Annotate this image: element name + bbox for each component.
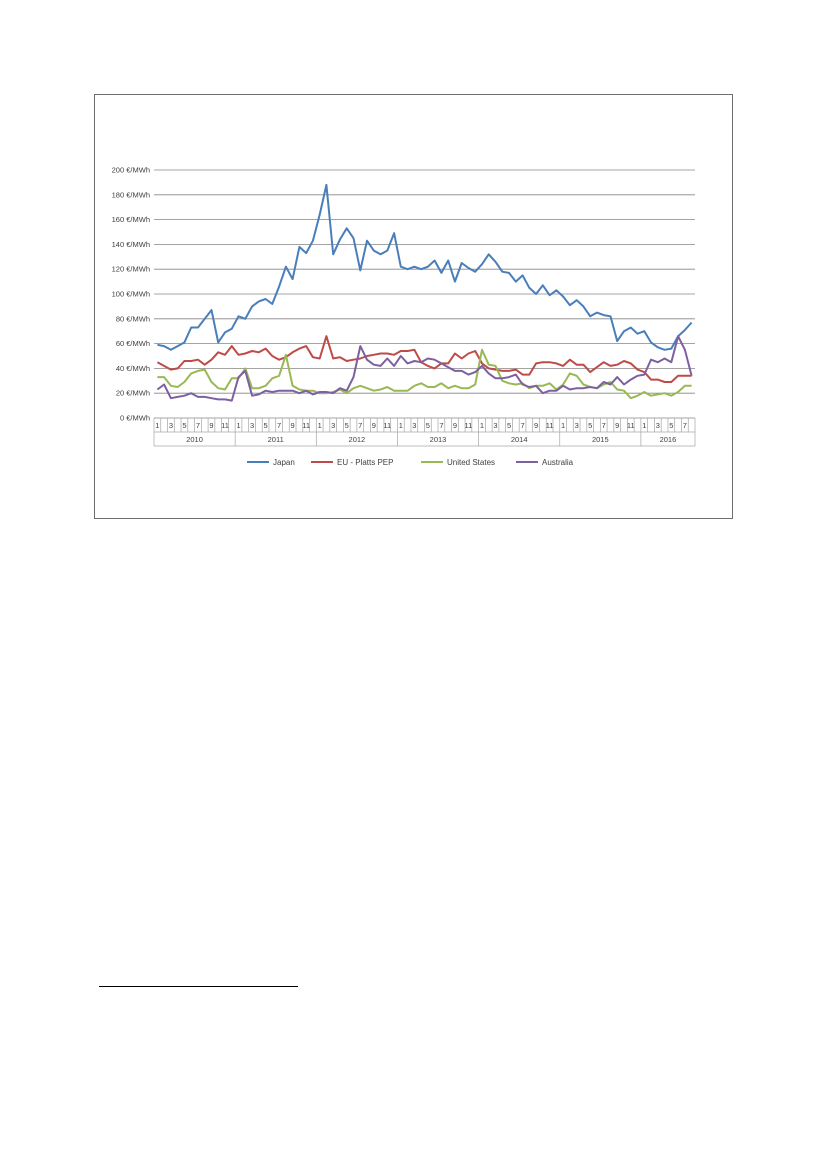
month-tick-label: 1	[399, 421, 403, 430]
y-tick-label: 140 €/MWh	[112, 240, 150, 249]
month-tick-label: 5	[345, 421, 349, 430]
y-tick-label: 80 €/MWh	[116, 314, 150, 323]
month-tick-label: 1	[561, 421, 565, 430]
month-tick-label: 7	[683, 421, 687, 430]
y-tick-label: 180 €/MWh	[112, 190, 150, 199]
y-tick-label: 0 €/MWh	[120, 414, 150, 423]
series-line-united-states	[157, 348, 692, 400]
month-tick-label: 1	[155, 421, 159, 430]
y-tick-label: 200 €/MWh	[112, 166, 150, 175]
y-tick-label: 40 €/MWh	[116, 364, 150, 373]
month-tick-label: 7	[277, 421, 281, 430]
y-tick-label: 60 €/MWh	[116, 339, 150, 348]
month-tick-label: 3	[575, 421, 579, 430]
month-tick-label: 9	[615, 421, 619, 430]
month-tick-label: 11	[465, 421, 473, 430]
chart-frame: 0 €/MWh 20 €/MWh 40 €/MWh 60 €/MWh 80 €/MWh 1…	[94, 94, 733, 519]
footnote-separator	[99, 986, 298, 987]
year-tick-label: 2014	[511, 435, 528, 444]
month-tick-label: 9	[209, 421, 213, 430]
year-tick-label: 2016	[660, 435, 677, 444]
year-tick-label: 2011	[268, 435, 284, 444]
month-tick-label: 7	[520, 421, 524, 430]
y-tick-label: 100 €/MWh	[112, 290, 150, 299]
month-tick-label: 3	[656, 421, 660, 430]
month-tick-label: 7	[196, 421, 200, 430]
month-tick-label: 11	[546, 421, 554, 430]
month-tick-label: 3	[493, 421, 497, 430]
month-tick-label: 3	[169, 421, 173, 430]
month-tick-label: 7	[358, 421, 362, 430]
month-tick-label: 5	[507, 421, 511, 430]
month-tick-label: 1	[318, 421, 322, 430]
year-tick-label: 2015	[592, 435, 609, 444]
month-tick-label: 9	[291, 421, 295, 430]
series-line-japan	[157, 183, 693, 351]
year-tick-label: 2010	[186, 435, 203, 444]
legend-label: Japan	[273, 458, 295, 467]
year-tick-label: 2013	[430, 435, 447, 444]
month-tick-label: 11	[221, 421, 229, 430]
series-line-australia	[156, 335, 693, 402]
month-tick-label: 9	[372, 421, 376, 430]
month-tick-label: 3	[250, 421, 254, 430]
month-tick-label: 3	[412, 421, 416, 430]
legend-label: Australia	[542, 458, 574, 467]
month-tick-label: 5	[588, 421, 592, 430]
month-tick-label: 11	[302, 421, 310, 430]
y-tick-label: 120 €/MWh	[112, 265, 150, 274]
month-tick-label: 5	[263, 421, 267, 430]
y-tick-label: 160 €/MWh	[112, 215, 150, 224]
month-tick-label: 5	[426, 421, 430, 430]
month-tick-label: 5	[669, 421, 673, 430]
month-tick-label: 9	[534, 421, 538, 430]
month-tick-label: 11	[383, 421, 391, 430]
month-tick-label: 1	[236, 421, 240, 430]
month-tick-label: 1	[480, 421, 484, 430]
legend-label: EU - Platts PEP	[337, 458, 393, 467]
month-tick-label: 11	[627, 421, 635, 430]
month-tick-label: 3	[331, 421, 335, 430]
y-tick-label: 20 €/MWh	[116, 389, 150, 398]
line-chart: 0 €/MWh 20 €/MWh 40 €/MWh 60 €/MWh 80 €/MWh 1…	[112, 166, 696, 467]
year-tick-label: 2012	[349, 435, 366, 444]
month-tick-label: 5	[182, 421, 186, 430]
month-tick-label: 9	[453, 421, 457, 430]
month-tick-label: 7	[439, 421, 443, 430]
series-line-eu-platts-pep	[156, 335, 692, 383]
month-tick-label: 7	[602, 421, 606, 430]
month-tick-label: 1	[642, 421, 646, 430]
legend-label: United States	[447, 458, 495, 467]
